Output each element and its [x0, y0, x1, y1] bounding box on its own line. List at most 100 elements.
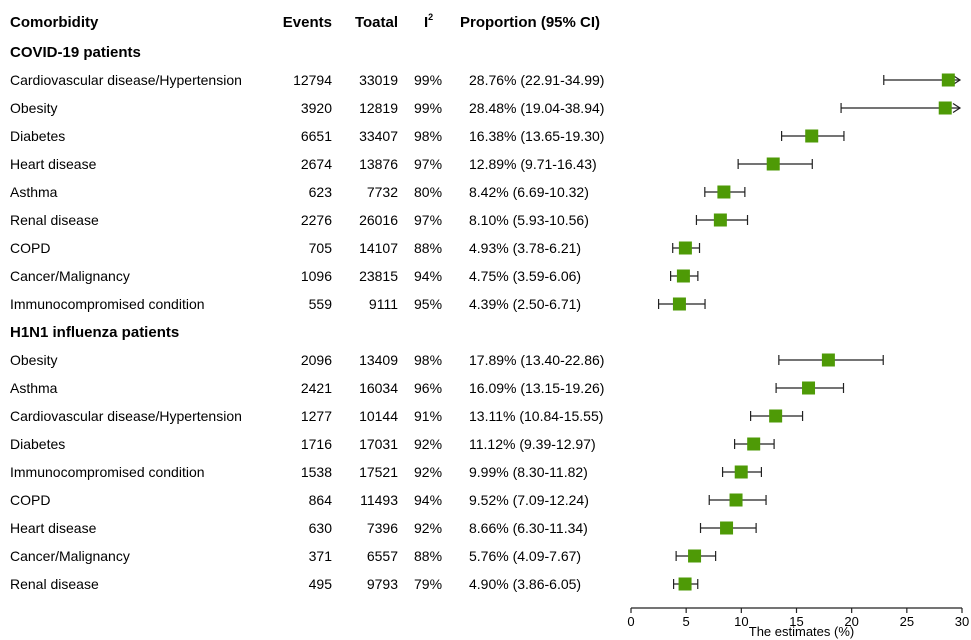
events-value: 12794 [293, 72, 332, 88]
table-row: Cancer/Malignancy 1096 23815 94% 4.75% (3.59… [10, 268, 699, 284]
events-value: 1716 [301, 436, 332, 452]
header-i2-base: I [424, 14, 428, 31]
comorbidity-label: Asthma [10, 184, 58, 200]
point-estimate-marker [747, 437, 761, 451]
events-value: 2276 [301, 212, 332, 228]
i2-value: 94% [414, 268, 442, 284]
i2-value: 88% [414, 548, 442, 564]
i2-value: 92% [414, 436, 442, 452]
i2-value: 92% [414, 464, 442, 480]
point-estimate-marker [678, 577, 692, 591]
events-value: 2421 [301, 380, 332, 396]
proportion-ci-text: 8.10% (5.93-10.56) [469, 212, 589, 228]
comorbidity-label: Obesity [10, 100, 57, 116]
events-value: 630 [309, 520, 333, 536]
section-title: COVID-19 patients [10, 44, 141, 61]
events-value: 1277 [301, 408, 332, 424]
comorbidity-label: Cancer/Malignancy [10, 268, 130, 284]
total-value: 17031 [359, 436, 398, 452]
point-estimate-marker [941, 73, 955, 87]
point-estimate-marker [769, 409, 783, 423]
total-value: 14107 [359, 240, 398, 256]
comorbidity-label: Renal disease [10, 576, 99, 592]
table-row: Obesity 2096 13409 98% 17.89% (13.40-22.86) [10, 352, 884, 368]
point-estimate-marker [821, 353, 835, 367]
table-row: Renal disease 2276 26016 97% 8.10% (5.93-10.… [10, 212, 749, 228]
proportion-ci-text: 4.90% (3.86-6.05) [469, 576, 581, 592]
x-tick-label: 15 [789, 614, 803, 629]
comorbidity-label: Cancer/Malignancy [10, 548, 130, 564]
table-row: Heart disease 630 7396 92% 8.66% (6.30-11.34… [10, 520, 757, 536]
rows: COVID-19 patients Cardiovascular disease/… [10, 44, 962, 592]
header-total: Toatal [355, 14, 398, 31]
header-events: Events [283, 14, 332, 31]
i2-value: 99% [414, 72, 442, 88]
table-row: Asthma 623 7732 80% 8.42% (6.69-10.32) [10, 184, 746, 200]
header-row: Comorbidity Events Toatal I2 Proportion … [10, 12, 600, 31]
events-value: 623 [309, 184, 333, 200]
point-estimate-marker [734, 465, 748, 479]
header-comorbidity: Comorbidity [10, 14, 99, 31]
header-i2: I2 [424, 12, 433, 31]
comorbidity-label: Immunocompromised condition [10, 296, 205, 312]
events-value: 2674 [301, 156, 332, 172]
comorbidity-label: Cardiovascular disease/Hypertension [10, 72, 242, 88]
table-row: Renal disease 495 9793 79% 4.90% (3.86-6.05) [10, 576, 699, 592]
total-value: 7732 [367, 184, 398, 200]
point-estimate-marker [713, 213, 727, 227]
total-value: 11493 [360, 492, 398, 508]
point-estimate-marker [729, 493, 743, 507]
proportion-ci-text: 9.99% (8.30-11.82) [469, 464, 588, 480]
proportion-ci-text: 16.38% (13.65-19.30) [469, 128, 604, 144]
proportion-ci-text: 5.76% (4.09-7.67) [469, 548, 581, 564]
comorbidity-label: Immunocompromised condition [10, 464, 205, 480]
i2-value: 91% [414, 408, 442, 424]
proportion-ci-text: 28.48% (19.04-38.94) [469, 100, 604, 116]
i2-value: 97% [414, 156, 442, 172]
events-value: 371 [309, 548, 333, 564]
i2-value: 95% [414, 296, 442, 312]
events-value: 864 [309, 492, 333, 508]
point-estimate-marker [678, 241, 692, 255]
table-row: Heart disease 2674 13876 97% 12.89% (9.71-16… [10, 156, 813, 172]
i2-value: 92% [414, 520, 442, 536]
point-estimate-marker [688, 549, 702, 563]
total-value: 33407 [359, 128, 398, 144]
table-row: Immunocompromised condition 1538 17521 92% 9… [10, 464, 763, 480]
total-value: 26016 [359, 212, 398, 228]
comorbidity-label: Diabetes [10, 436, 65, 452]
proportion-ci-text: 28.76% (22.91-34.99) [469, 72, 604, 88]
x-axis: 0 5 10 15 20 25 30 The estimates (%) [627, 607, 969, 639]
proportion-ci-text: 4.93% (3.78-6.21) [469, 240, 581, 256]
point-estimate-marker [672, 297, 686, 311]
i2-value: 97% [414, 212, 442, 228]
i2-value: 79% [414, 576, 442, 592]
ci-arrow-icon [952, 74, 962, 86]
table-row: Immunocompromised condition 559 9111 95% 4.3… [10, 296, 706, 312]
point-estimate-marker [802, 381, 816, 395]
proportion-ci-text: 8.42% (6.69-10.32) [469, 184, 589, 200]
proportion-ci-text: 9.52% (7.09-12.24) [469, 492, 589, 508]
total-value: 13876 [359, 156, 398, 172]
x-axis-title: The estimates (%) [749, 624, 854, 639]
x-tick-label: 5 [683, 614, 690, 629]
comorbidity-label: Asthma [10, 380, 58, 396]
events-value: 6651 [301, 128, 332, 144]
comorbidity-label: Renal disease [10, 212, 99, 228]
events-value: 705 [309, 240, 333, 256]
x-tick-label: 20 [844, 614, 858, 629]
total-value: 12819 [359, 100, 398, 116]
point-estimate-marker [766, 157, 780, 171]
header-proportion: Proportion (95% CI) [460, 14, 600, 31]
i2-value: 96% [414, 380, 442, 396]
events-value: 559 [309, 296, 333, 312]
total-value: 10144 [359, 408, 398, 424]
table-row: Diabetes 6651 33407 98% 16.38% (13.65-19.30) [10, 128, 845, 144]
proportion-ci-text: 4.39% (2.50-6.71) [469, 296, 581, 312]
x-tick-label: 30 [955, 614, 969, 629]
i2-value: 88% [414, 240, 442, 256]
point-estimate-marker [938, 101, 952, 115]
table-row: COPD 705 14107 88% 4.93% (3.78-6.21) [10, 240, 701, 256]
table-row: COPD 864 11493 94% 9.52% (7.09-12.24) [10, 492, 767, 508]
